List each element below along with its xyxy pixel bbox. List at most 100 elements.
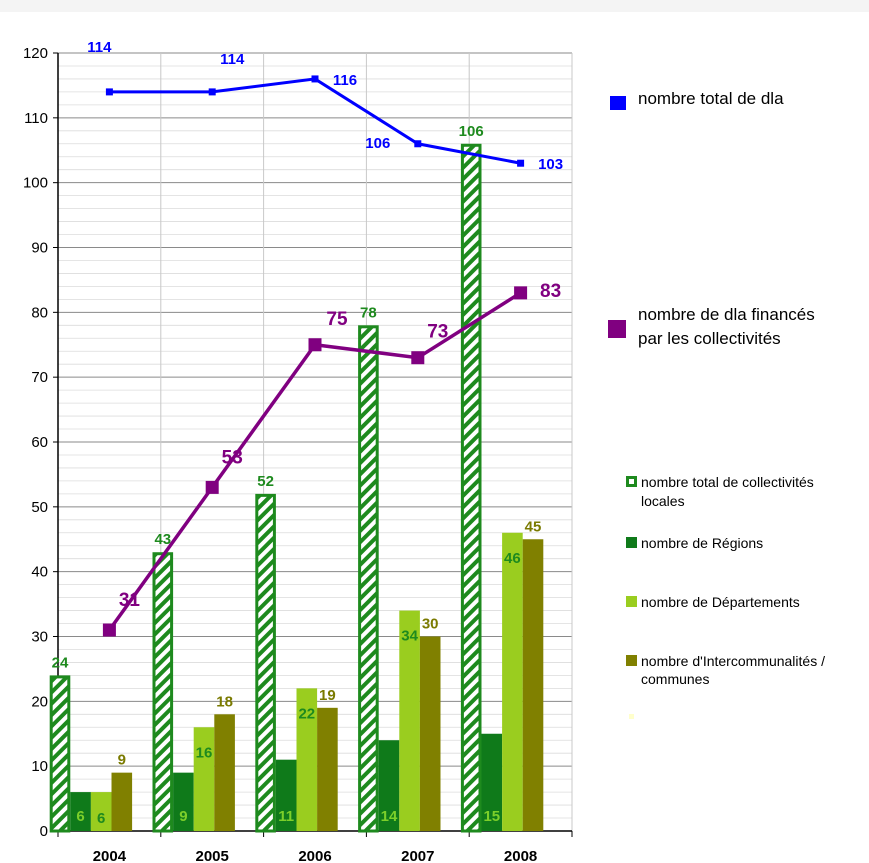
label-regions: 14 [381,808,398,825]
legend-swatch-dla-finances [608,320,626,338]
legend-label-dla-finances-b: par les collectivités [638,329,781,348]
label-dla-finances: 83 [540,281,561,302]
label-dla-finances: 53 [222,447,243,468]
marker-total-dla [208,88,216,96]
y-tick-label: 80 [31,304,48,321]
legend-label-dla-finances-a: nombre de dla financés [638,305,815,324]
label-departements: 22 [298,705,315,722]
label-dla-finances: 73 [427,322,448,343]
y-tick-label: 110 [24,110,48,127]
y-tick-label: 20 [31,693,48,710]
y-tick-label: 100 [23,175,48,192]
x-tick-label: 2005 [196,848,229,863]
label-intercommunalites: 45 [525,518,542,535]
label-regions: 15 [483,808,500,825]
bar-intercommunalites [522,539,544,831]
legend-swatch-total-collectivites-inner [629,479,634,484]
bar-intercommunalites [111,772,133,831]
label-regions: 6 [76,808,84,825]
y-tick-label: 90 [31,240,48,257]
label-intercommunalites: 19 [319,687,336,704]
bar-regions [275,759,297,831]
label-total-collectivites: 106 [459,123,484,140]
x-tick-label: 2006 [298,848,331,863]
label-departements: 6 [97,810,105,827]
label-total-dla: 106 [365,135,390,152]
y-tick-label: 10 [31,758,48,775]
bar-departements [90,792,112,831]
legend: nombre total de dla nombre de dla financ… [608,89,825,719]
bar-departements [399,610,420,831]
label-total-collectivites: 24 [52,654,69,671]
label-total-dla: 114 [220,51,245,68]
y-tick-label: 30 [31,629,48,646]
legend-empty-swatch [629,714,634,719]
line-series-layer [102,75,528,637]
legend-label-total-collectivites-b: locales [641,493,685,509]
bar-regions [481,733,503,831]
x-tick-label: 2004 [93,848,127,863]
bar-intercommunalites [419,636,441,831]
label-regions: 9 [179,808,187,825]
marker-dla-finances [308,338,322,352]
marker-dla-finances [102,623,116,637]
label-intercommunalites: 30 [422,616,439,633]
label-total-dla: 114 [87,39,112,56]
label-intercommunalites: 9 [118,752,126,769]
data-labels: 24 43 52 78 106 6 9 11 14 15 6 16 22 34 46 9 18 19 30 45 114… [52,39,563,827]
y-tick-label: 70 [31,369,48,386]
marker-total-dla [311,75,319,83]
y-tick-label: 50 [31,499,48,516]
label-total-collectivites: 52 [257,473,274,490]
y-tick-label: 40 [31,564,48,581]
marker-dla-finances [411,351,425,365]
bar-intercommunalites [317,707,338,831]
axes: 0 10 20 30 40 50 60 70 80 90 100 110 120 2004 2005 2006… [23,45,573,863]
bar-departements [502,532,523,831]
label-intercommunalites: 18 [216,693,233,710]
marker-total-dla [105,88,113,96]
legend-label-departements: nombre de Départements [641,594,800,610]
x-tick-label: 2007 [401,848,434,863]
label-regions: 11 [278,808,294,825]
label-departements: 46 [504,550,521,567]
label-total-collectivites: 78 [360,304,377,321]
label-total-collectivites: 43 [154,531,171,548]
label-total-dla: 116 [333,72,357,89]
marker-dla-finances [514,286,528,300]
legend-swatch-regions [626,537,637,548]
bar-total-collectivites [255,493,276,833]
bar-departements [193,727,215,831]
legend-label-total-dla: nombre total de dla [638,89,784,108]
label-departements: 16 [196,744,213,761]
legend-label-intercommunalites-b: communes [641,671,709,687]
legend-swatch-intercommunalites [626,655,637,666]
marker-total-dla [517,159,525,167]
bar-total-collectivites [49,675,71,833]
marker-dla-finances [205,480,219,494]
legend-swatch-departements [626,596,637,607]
bar-regions [70,792,91,831]
legend-label-intercommunalites-a: nombre d'Intercommunalités / [641,653,825,669]
bar-departements [296,688,318,831]
bar-total-collectivites [152,552,174,833]
legend-label-total-collectivites-a: nombre total de collectivités [641,474,814,490]
bar-total-collectivites [358,325,379,833]
label-dla-finances: 31 [119,590,141,611]
label-dla-finances: 75 [326,309,348,330]
y-tick-label: 60 [31,434,48,451]
x-tick-label: 2008 [504,848,537,863]
bar-series-layer [49,143,544,833]
label-departements: 34 [401,628,418,645]
label-total-dla: 103 [538,156,563,173]
y-tick-label: 120 [23,45,48,62]
legend-swatch-total-dla [610,96,626,110]
bar-intercommunalites [214,714,235,831]
bar-regions [173,772,194,831]
bar-regions [378,740,400,831]
y-tick-label: 0 [40,823,48,840]
bar-total-collectivites [460,143,482,833]
legend-label-regions: nombre de Régions [641,535,763,551]
marker-total-dla [414,140,422,148]
